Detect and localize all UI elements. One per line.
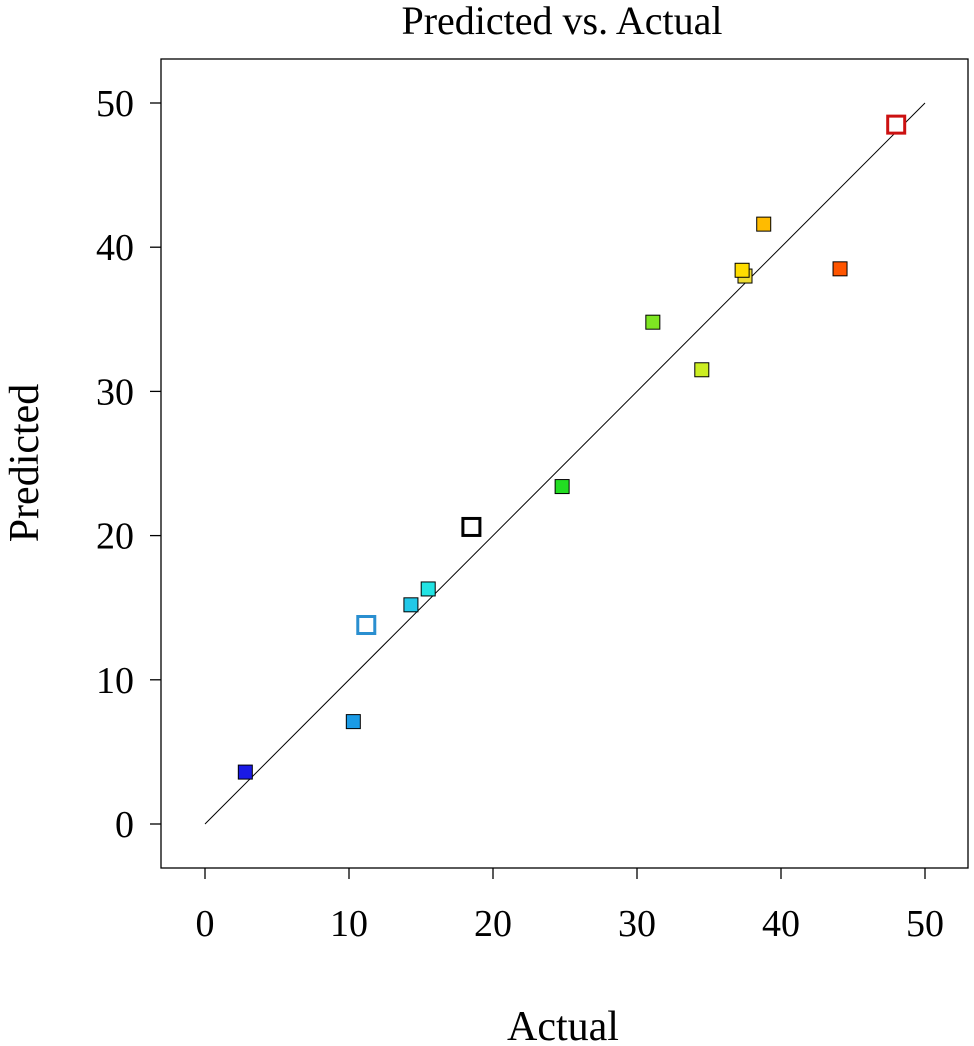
y-tick-label: 40 [96,227,134,269]
y-tick-label: 50 [96,83,134,125]
data-point [886,114,907,135]
x-axis-label: Actual [507,1004,619,1046]
data-point [403,597,419,613]
x-tick-label: 50 [906,903,944,945]
data-point [554,479,570,495]
data-point [420,581,436,597]
data-point [694,362,710,378]
y-tick-label: 10 [96,660,134,702]
x-tick-label: 30 [618,903,656,945]
data-point [345,714,361,730]
data-point [756,216,772,232]
x-tick-label: 0 [196,903,215,945]
x-tick-label: 20 [474,903,512,945]
data-point [734,262,750,278]
x-axis: 0 10 20 30 40 50 [196,868,944,945]
plot-frame [160,58,969,869]
data-point [356,615,377,636]
reference-line-layer [204,102,926,825]
data-point [237,764,253,780]
x-tick-label: 40 [762,903,800,945]
x-tick-label: 10 [330,903,368,945]
y-axis-label: Predicted [2,384,48,543]
reference-line [204,102,926,825]
data-point [645,314,661,330]
chart-title: Predicted vs. Actual [401,0,722,43]
y-tick-label: 30 [96,371,134,413]
data-points [237,114,907,780]
y-tick-label: 20 [96,516,134,558]
data-point [461,516,482,537]
data-point [832,261,848,277]
y-tick-label: 0 [115,804,134,846]
y-axis: 0 10 20 30 40 50 [96,83,161,846]
